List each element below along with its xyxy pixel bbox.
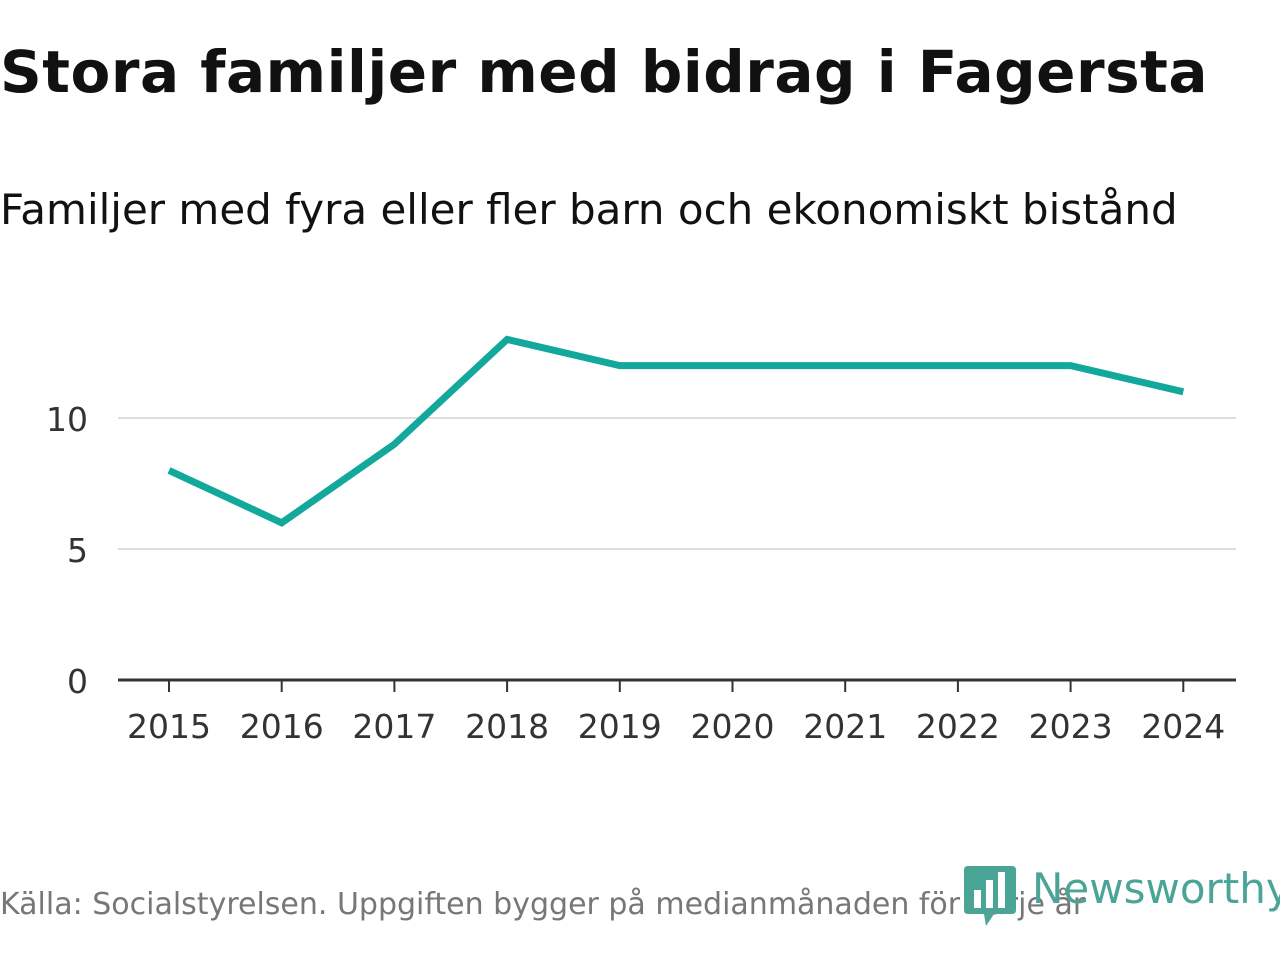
x-tick-label: 2015 xyxy=(127,707,211,746)
y-tick-label: 0 xyxy=(67,662,88,701)
x-tick-label: 2021 xyxy=(803,707,887,746)
source-note: Källa: Socialstyrelsen. Uppgiften bygger… xyxy=(0,887,1086,922)
brand-logo-block: Newsworthy xyxy=(964,862,1280,926)
chart-title: Stora familjer med bidrag i Fagersta xyxy=(0,38,1208,106)
y-tick-label: 10 xyxy=(46,400,88,439)
x-tick-label: 2017 xyxy=(352,707,436,746)
chart-subtitle: Familjer med fyra eller fler barn och ek… xyxy=(0,185,1178,234)
line-chart: 0 5 10 2015 2016 2017 2018 2019 2020 2021 2022 2023… xyxy=(46,335,1236,746)
x-tick-label: 2022 xyxy=(916,707,1000,746)
newsworthy-logo-icon xyxy=(964,866,1016,926)
x-tick-label: 2018 xyxy=(465,707,549,746)
x-tick-label: 2020 xyxy=(691,707,775,746)
x-tick-label: 2023 xyxy=(1029,707,1113,746)
x-tick-label: 2024 xyxy=(1141,707,1225,746)
brand-name: Newsworthy xyxy=(1032,864,1280,913)
series-line xyxy=(167,335,1185,527)
x-tick-label: 2016 xyxy=(240,707,324,746)
x-tick-label: 2019 xyxy=(578,707,662,746)
y-tick-label: 5 xyxy=(67,531,88,570)
